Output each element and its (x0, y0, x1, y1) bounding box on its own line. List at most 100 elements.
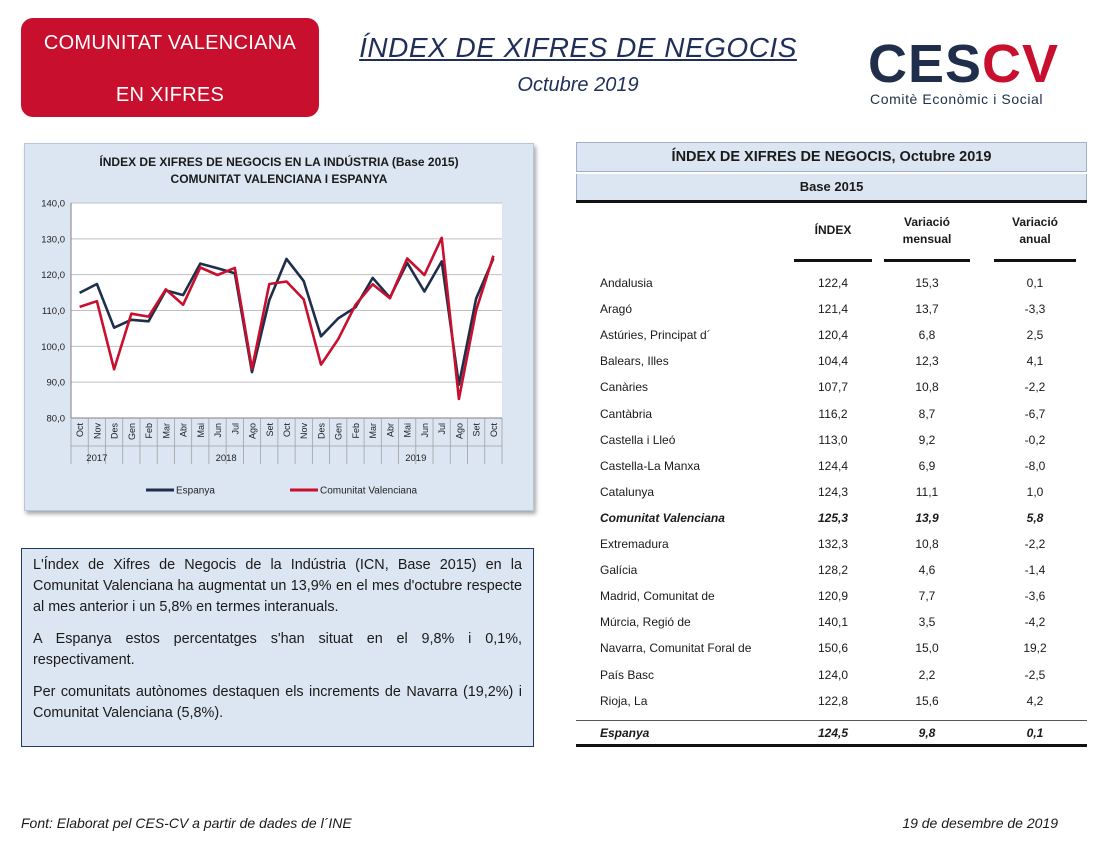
column-header-monthly-line2: mensual (902, 232, 952, 246)
x-tick-label: Oct (489, 423, 499, 438)
table-cell-index: 120,4 (817, 328, 849, 342)
table-cell-monthly: 15,6 (915, 694, 939, 708)
table-cell-monthly: 11,1 (915, 485, 939, 499)
legend-label: Espanya (176, 486, 215, 497)
footer-date: 19 de desembre de 2019 (902, 815, 1058, 831)
table-cell-annual: -3,6 (1024, 589, 1046, 603)
x-tick-label: Mar (368, 423, 378, 439)
table-row-label: Canàries (600, 380, 649, 394)
x-tick-label: Mai (403, 423, 413, 438)
table-cell-monthly: 8,7 (918, 407, 936, 421)
table-cell-monthly: 12,3 (915, 354, 939, 368)
x-tick-label: Abr (385, 423, 395, 437)
x-tick-label: Set (472, 423, 482, 437)
table-cell-index: 124,0 (817, 668, 849, 682)
x-tick-label: Nov (299, 423, 309, 440)
table-cell-annual: -0,2 (1024, 433, 1046, 447)
x-tick-label: Mai (196, 423, 206, 438)
x-tick-label: Ago (454, 423, 464, 439)
table-total-label: Espanya (600, 726, 650, 740)
table-cell-annual: -2,5 (1024, 668, 1046, 682)
x-tick-label: Oct (75, 423, 85, 438)
table-cell-monthly: 10,8 (915, 537, 939, 551)
year-label: 2017 (86, 453, 107, 464)
chart-title-line1: ÍNDEX DE XIFRES DE NEGOCIS EN LA INDÚSTR… (99, 155, 459, 169)
column-header-annual: Variació anual (994, 214, 1076, 248)
y-tick-label: 100,0 (41, 342, 65, 353)
y-tick-label: 110,0 (42, 306, 65, 317)
table-cell-annual: 5,8 (1026, 511, 1044, 525)
x-tick-label: Abr (179, 423, 189, 437)
series-line-espanya (79, 257, 495, 387)
x-tick-label: Jun (420, 423, 430, 438)
table-cell-annual: 0,1 (1026, 276, 1044, 290)
column-rule-index (794, 259, 872, 262)
table-cell-monthly: 3,5 (918, 615, 936, 629)
table-total-annual: 0,1 (1026, 726, 1044, 740)
x-tick-label: Jun (213, 423, 223, 438)
table-cell-index: 140,1 (817, 615, 849, 629)
table-cell-monthly: 10,8 (915, 380, 939, 394)
column-header-annual-line2: anual (1019, 232, 1051, 246)
table-cell-index: 107,7 (817, 380, 849, 394)
chart-title: ÍNDEX DE XIFRES DE NEGOCIS EN LA INDÚSTR… (24, 154, 534, 188)
table-cell-annual: -8,0 (1024, 459, 1046, 473)
table-cell-monthly: 9,2 (918, 433, 936, 447)
table-bottom-rule (576, 744, 1087, 747)
table-cell-annual: -6,7 (1024, 407, 1046, 421)
badge-line1: COMUNITAT VALENCIANA (43, 32, 297, 54)
table-cell-annual: 1,0 (1026, 485, 1044, 499)
x-tick-label: Nov (92, 423, 102, 440)
year-label: 2019 (405, 453, 426, 464)
logo-tagline: Comitè Econòmic i Social (870, 91, 1044, 107)
y-tick-label: 90,0 (47, 378, 66, 389)
table-row-label: Rioja, La (600, 694, 648, 708)
y-tick-label: 120,0 (41, 270, 65, 281)
table-row-label: Andalusia (600, 276, 653, 290)
table-row-label: Cantàbria (600, 407, 653, 421)
table-cell-annual: 4,1 (1026, 354, 1044, 368)
table-cell-index: 125,3 (817, 511, 849, 525)
x-tick-label: Des (316, 423, 326, 440)
table-cell-index: 150,6 (817, 641, 849, 655)
table-top-rule (576, 200, 1087, 203)
table-row-label: Galícia (600, 563, 638, 577)
footer-source: Font: Elaborat pel CES-CV a partir de da… (21, 815, 352, 831)
y-tick-label: 140,0 (41, 199, 65, 210)
ces-cv-logo: CESCV Comitè Econòmic i Social (868, 36, 1096, 110)
x-tick-label: Oct (282, 423, 292, 438)
table-total-index: 124,5 (817, 726, 849, 740)
table-base: Base 2015 (576, 174, 1087, 201)
table-row-label: Castella i Lleó (600, 433, 676, 447)
table-cell-index: 128,2 (817, 563, 849, 577)
table-row-label: Catalunya (600, 485, 655, 499)
table-cell-monthly: 15,0 (915, 641, 939, 655)
summary-paragraph-1: L'Índex de Xifres de Negocis de la Indús… (33, 557, 522, 615)
legend-label: Comunitat Valenciana (320, 486, 418, 497)
table-cell-index: 132,3 (817, 537, 849, 551)
y-tick-label: 130,0 (41, 234, 65, 245)
table-cell-monthly: 15,3 (915, 276, 939, 290)
table-row-label: País Basc (600, 668, 655, 682)
table-cell-index: 124,4 (817, 459, 849, 473)
column-header-index: ÍNDEX (814, 223, 852, 237)
table-row-label: Comunitat Valenciana (600, 511, 725, 525)
x-tick-label: Feb (351, 423, 361, 439)
table-cell-annual: -3,3 (1024, 302, 1046, 316)
table-cell-index: 113,0 (818, 433, 848, 447)
year-label: 2018 (216, 453, 237, 464)
table-title: ÍNDEX DE XIFRES DE NEGOCIS, Octubre 2019 (576, 142, 1087, 172)
table-cell-index: 122,4 (817, 276, 849, 290)
x-tick-label: Jul (437, 423, 447, 435)
table-cell-monthly: 7,7 (918, 589, 936, 603)
column-rule-annual (994, 259, 1076, 262)
summary-text-box: L'Índex de Xifres de Negocis de la Indús… (21, 548, 534, 747)
column-header-monthly: Variació mensual (884, 214, 970, 248)
table-row-label: Múrcia, Regió de (600, 615, 691, 629)
x-tick-label: Des (110, 423, 120, 440)
table-cell-annual: -2,2 (1024, 380, 1046, 394)
table-total-rule (576, 720, 1087, 721)
table-cell-monthly: 13,7 (915, 302, 939, 316)
x-tick-label: Mar (161, 423, 171, 439)
column-rule-monthly (884, 259, 970, 262)
